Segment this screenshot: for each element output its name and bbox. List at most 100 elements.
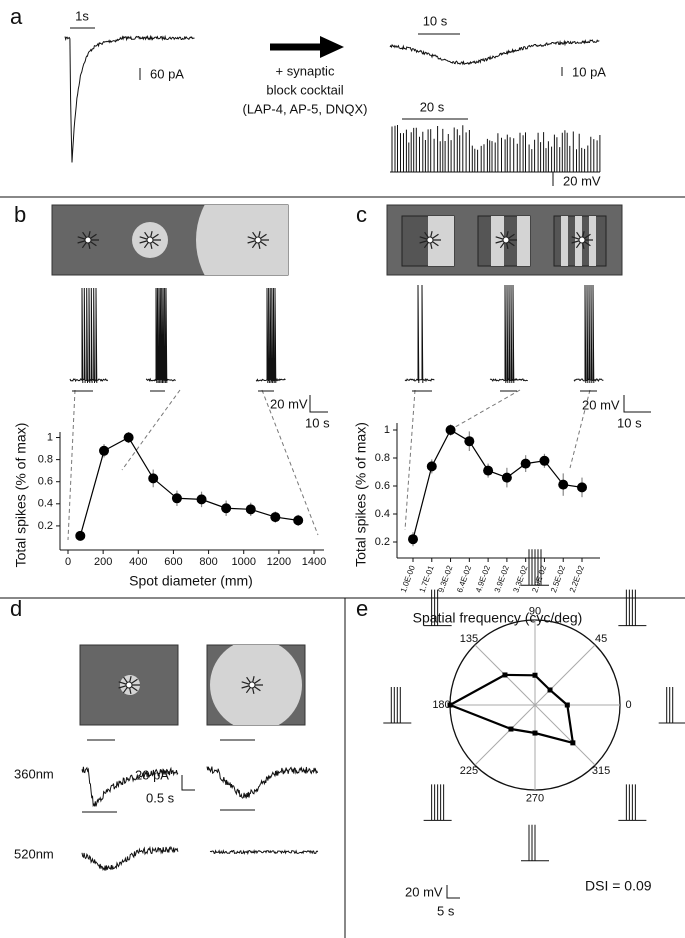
trace [255,287,286,384]
angle-label: 90 [529,605,541,617]
trace [618,784,647,821]
x-tick-label: 1000 [231,556,255,568]
trace [81,845,179,872]
data-point [123,432,134,443]
y-axis-label: Total spikes (% of max) [353,422,369,567]
scale-text: 0.5 s [146,790,175,805]
data-point [520,458,531,469]
x-tick-label: 2.9E-02 [530,564,548,594]
trace [404,284,435,384]
data-point [502,672,508,678]
neuron-icon [578,236,586,244]
y-tick-label: 0.2 [38,520,53,532]
x-tick-label: 800 [199,556,217,568]
panel-label: b [14,202,26,227]
annotation: block cocktail [266,82,343,97]
neuron-icon [247,231,269,250]
angle-label: 315 [592,765,610,777]
data-point [293,515,304,526]
stimulus-image [79,644,306,726]
data-point [577,482,587,493]
data-point [221,503,232,514]
x-tick-label: 1.0E-00 [399,564,417,594]
trace-label: 520nm [14,846,54,861]
data-point [408,534,418,545]
trace [658,687,685,724]
angle-label: 225 [460,765,478,777]
y-tick-label: 0.6 [375,480,390,492]
neuron-icon [571,231,593,250]
data-point [564,702,570,708]
x-tick-label: 0 [65,556,71,568]
x-tick-label: 3.3E-02 [511,564,529,594]
connector [404,389,591,531]
scale-text: 20 mV [405,884,443,899]
scale-text: 20 mV [270,396,308,411]
angle-label: 135 [460,633,478,645]
trace [423,784,452,821]
scale-text: 5 s [437,903,455,918]
trace [573,284,604,384]
scale-text: 60 pA [150,66,184,81]
neuron-icon [241,676,263,695]
x-axis-label: Spatial frequency (cyc/deg) [413,610,583,626]
y-tick-label: 0.8 [375,452,390,464]
angle-label: 45 [595,633,607,645]
data-point [570,740,576,746]
panel-label: d [10,596,22,621]
angle-label: 270 [526,792,544,804]
grid-line [474,704,536,766]
data-point [532,672,538,678]
neuron-icon [419,231,441,250]
neuron-icon [84,236,92,244]
arrow-head [320,36,344,58]
data-point [483,465,494,476]
scale-bar [446,885,460,899]
stimulus-image [51,204,289,276]
neuron-icon [118,676,140,695]
trace [423,589,452,627]
data-point [196,494,207,505]
y-tick-label: 0.4 [375,508,390,520]
series-line [412,429,583,540]
trace [389,39,600,66]
y-tick-label: 1 [384,424,390,436]
x-tick-label: 1400 [302,556,326,568]
scale-text: 10 pA [572,64,606,79]
neuron-icon [254,236,262,244]
trace [206,766,319,799]
x-tick-label: 9.3E-02 [436,564,454,594]
neuron-icon [139,231,161,250]
connector [67,389,319,541]
annotation: DSI = 0.09 [585,878,652,894]
data-point [447,702,453,708]
annotation: + synaptic [276,63,335,78]
scale-text: 1s [75,8,89,23]
trace [521,824,549,862]
x-tick-label: 200 [94,556,112,568]
panel-label: a [10,4,23,29]
data-point [539,455,550,466]
data-point [171,493,182,504]
trace [489,284,528,384]
y-tick-label: 1 [47,431,53,443]
x-tick-label: 1.7E-01 [418,564,436,594]
trace [390,125,601,173]
trace [145,287,176,384]
trace [383,687,412,724]
scale-bar [309,395,328,413]
panel-label: e [356,596,368,621]
x-tick-label: 6.4E-02 [455,564,473,594]
neuron-icon [502,236,510,244]
x-axis-label: Spot diameter (mm) [129,573,253,589]
trace [64,34,195,163]
grid-line [534,644,596,706]
data-point [148,473,159,484]
y-tick-label: 0.8 [38,454,53,466]
trace [209,849,319,856]
series-line [79,436,299,537]
x-tick-label: 600 [164,556,182,568]
data-point [558,479,569,490]
trace [69,287,109,384]
neuron-icon [426,236,434,244]
